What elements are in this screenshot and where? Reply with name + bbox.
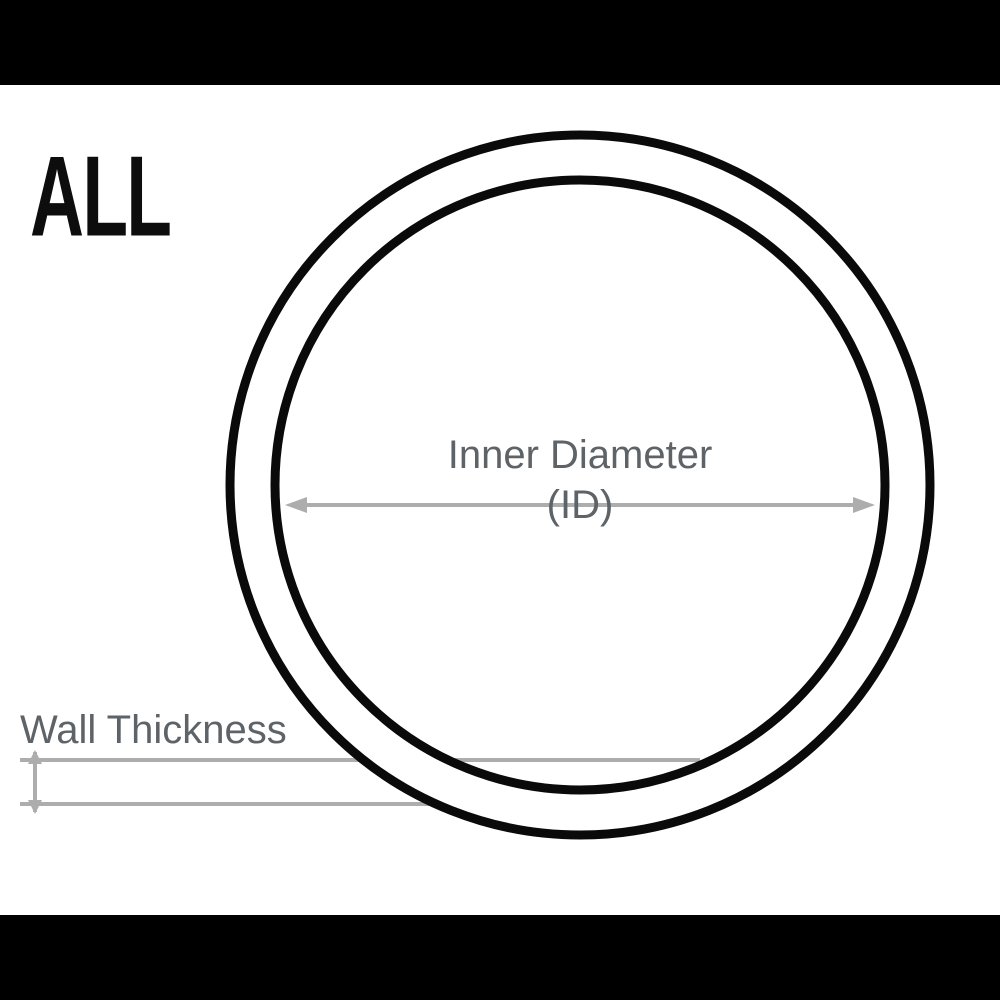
wall-thickness-label: Wall Thickness bbox=[20, 705, 287, 755]
inner-diameter-label-line1: Inner Diameter bbox=[448, 433, 713, 477]
inner-diameter-label-line2: (ID) bbox=[547, 483, 614, 527]
inner-diameter-label: Inner Diameter (ID) bbox=[380, 430, 780, 530]
